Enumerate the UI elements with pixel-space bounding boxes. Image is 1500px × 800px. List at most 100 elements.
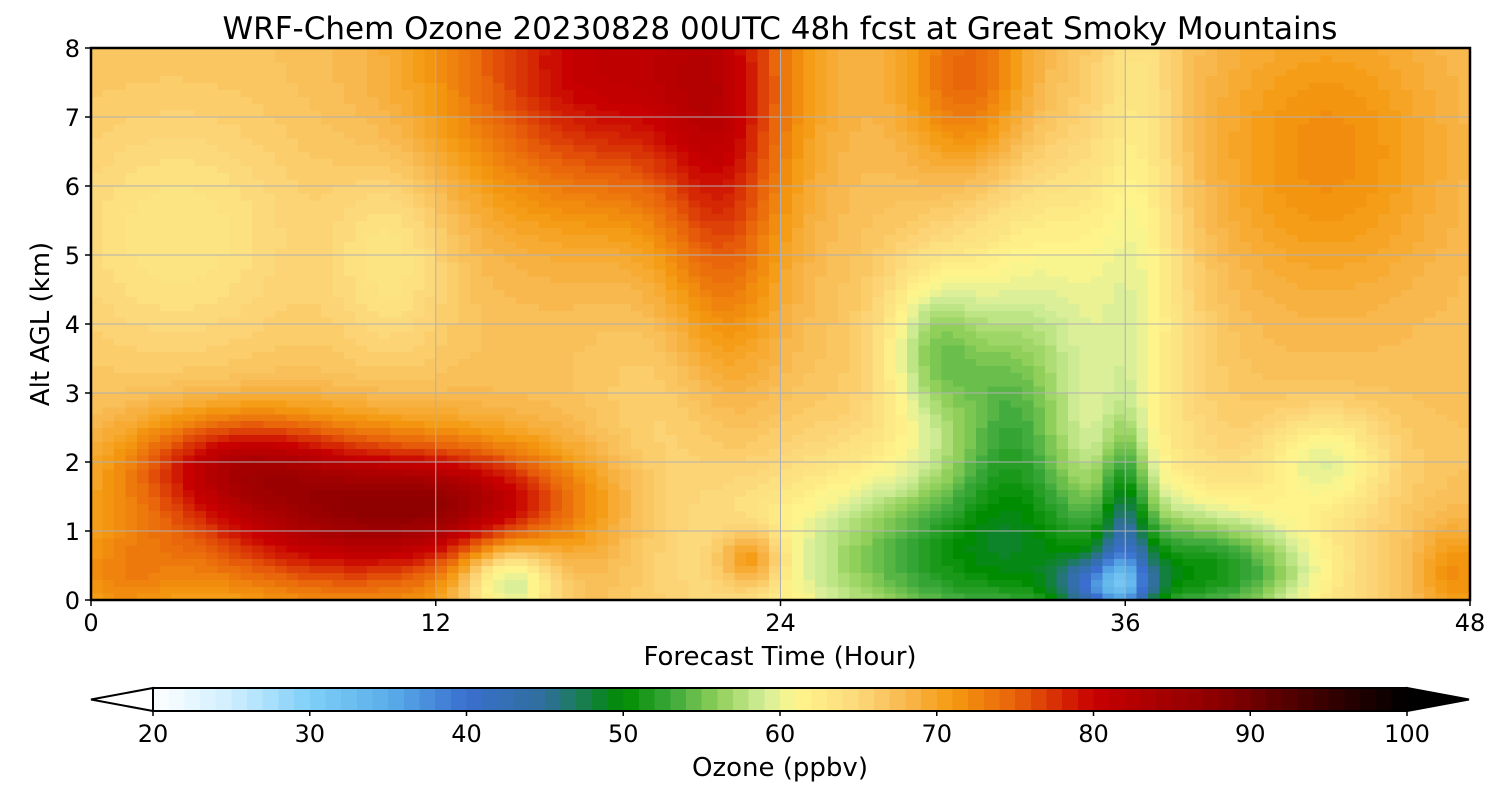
ozone-cell	[194, 165, 207, 173]
ozone-cell	[596, 275, 609, 284]
ozone-cell	[412, 544, 425, 553]
ozone-cell	[136, 475, 150, 484]
ozone-cell	[217, 96, 230, 104]
ozone-cell	[791, 344, 805, 353]
ozone-cell	[435, 448, 448, 456]
ozone-cell	[585, 551, 598, 560]
ozone-cell	[677, 268, 690, 277]
ozone-cell	[148, 103, 161, 111]
ozone-cell	[332, 165, 345, 173]
ozone-cell	[734, 310, 747, 318]
ozone-cell	[711, 158, 724, 166]
ozone-cell	[240, 144, 253, 153]
ozone-cell	[286, 565, 299, 573]
ozone-cell	[447, 130, 460, 139]
ozone-cell	[320, 89, 333, 97]
ozone-cell	[550, 455, 563, 463]
ozone-cell	[389, 303, 402, 311]
ozone-cell	[378, 406, 391, 415]
ozone-cell	[159, 510, 173, 518]
ozone-cell	[102, 413, 115, 422]
ozone-cell	[148, 427, 161, 435]
ozone-cell	[194, 420, 207, 429]
ozone-cell	[159, 255, 173, 263]
ozone-cell	[573, 462, 586, 470]
ozone-cell	[424, 503, 437, 511]
ozone-cell	[343, 234, 356, 242]
ozone-cell	[573, 261, 586, 270]
ozone-cell	[332, 399, 345, 408]
ozone-cell	[665, 192, 678, 201]
ozone-cell	[493, 82, 506, 90]
ozone-cell	[791, 579, 805, 587]
ozone-cell	[791, 123, 805, 132]
ozone-cell	[723, 268, 736, 277]
ozone-cell	[688, 144, 701, 153]
ozone-cell	[194, 206, 207, 215]
ozone-cell	[194, 379, 207, 387]
ozone-cell	[297, 268, 310, 277]
ozone-cell	[493, 220, 506, 228]
ozone-cell	[205, 558, 219, 567]
ozone-cell	[320, 241, 333, 249]
ozone-cell	[125, 248, 138, 256]
ozone-cell	[205, 593, 219, 600]
ozone-cell	[171, 324, 184, 332]
ozone-cell	[562, 365, 575, 373]
ozone-cell	[481, 572, 494, 580]
ozone-cell	[263, 117, 276, 125]
ozone-cell	[332, 206, 345, 215]
ozone-cell	[734, 234, 747, 242]
ozone-cell	[332, 172, 345, 180]
ozone-cell	[642, 151, 655, 159]
ozone-cell	[504, 379, 517, 387]
ozone-cell	[619, 372, 632, 380]
ozone-cell	[516, 379, 529, 387]
ozone-cell	[332, 241, 345, 249]
ozone-cell	[757, 137, 770, 146]
ozone-cell	[470, 558, 483, 567]
ozone-cell	[297, 75, 310, 84]
ozone-cell	[91, 227, 104, 235]
ozone-cell	[401, 130, 414, 139]
ozone-cell	[458, 379, 471, 387]
ozone-cell	[458, 482, 471, 491]
ozone-cell	[286, 579, 299, 587]
ozone-cell	[803, 489, 816, 498]
ozone-cell	[700, 379, 713, 387]
ozone-cell	[585, 537, 598, 546]
ozone-cell	[332, 330, 345, 339]
ozone-cell	[228, 227, 241, 235]
ozone-cell	[631, 358, 644, 366]
ozone-cell	[734, 275, 747, 284]
ozone-cell	[550, 103, 563, 111]
ozone-cell	[263, 572, 276, 580]
ozone-cell	[286, 289, 299, 297]
ozone-cell	[102, 241, 115, 249]
ozone-cell	[470, 537, 483, 546]
ozone-cell	[550, 324, 563, 332]
ozone-cell	[700, 144, 713, 153]
ozone-cell	[424, 303, 437, 311]
ozone-cell	[585, 179, 598, 187]
ozone-cell	[596, 593, 609, 600]
ozone-cell	[148, 441, 161, 449]
ozone-cell	[769, 379, 782, 387]
ozone-cell	[688, 303, 701, 311]
ozone-cell	[435, 358, 448, 366]
ozone-cell	[746, 579, 759, 587]
ozone-cell	[700, 593, 713, 600]
ozone-cell	[516, 482, 529, 491]
ozone-cell	[481, 255, 494, 263]
ozone-cell	[769, 82, 782, 90]
ozone-cell	[286, 303, 299, 311]
ozone-cell	[251, 379, 264, 387]
ozone-cell	[412, 317, 425, 325]
ozone-cell	[734, 61, 747, 70]
ozone-cell	[631, 282, 644, 291]
ozone-cell	[573, 103, 586, 111]
ozone-cell	[596, 82, 609, 90]
ozone-cell	[608, 179, 621, 187]
ozone-cell	[631, 462, 644, 470]
ozone-cell	[550, 261, 563, 270]
